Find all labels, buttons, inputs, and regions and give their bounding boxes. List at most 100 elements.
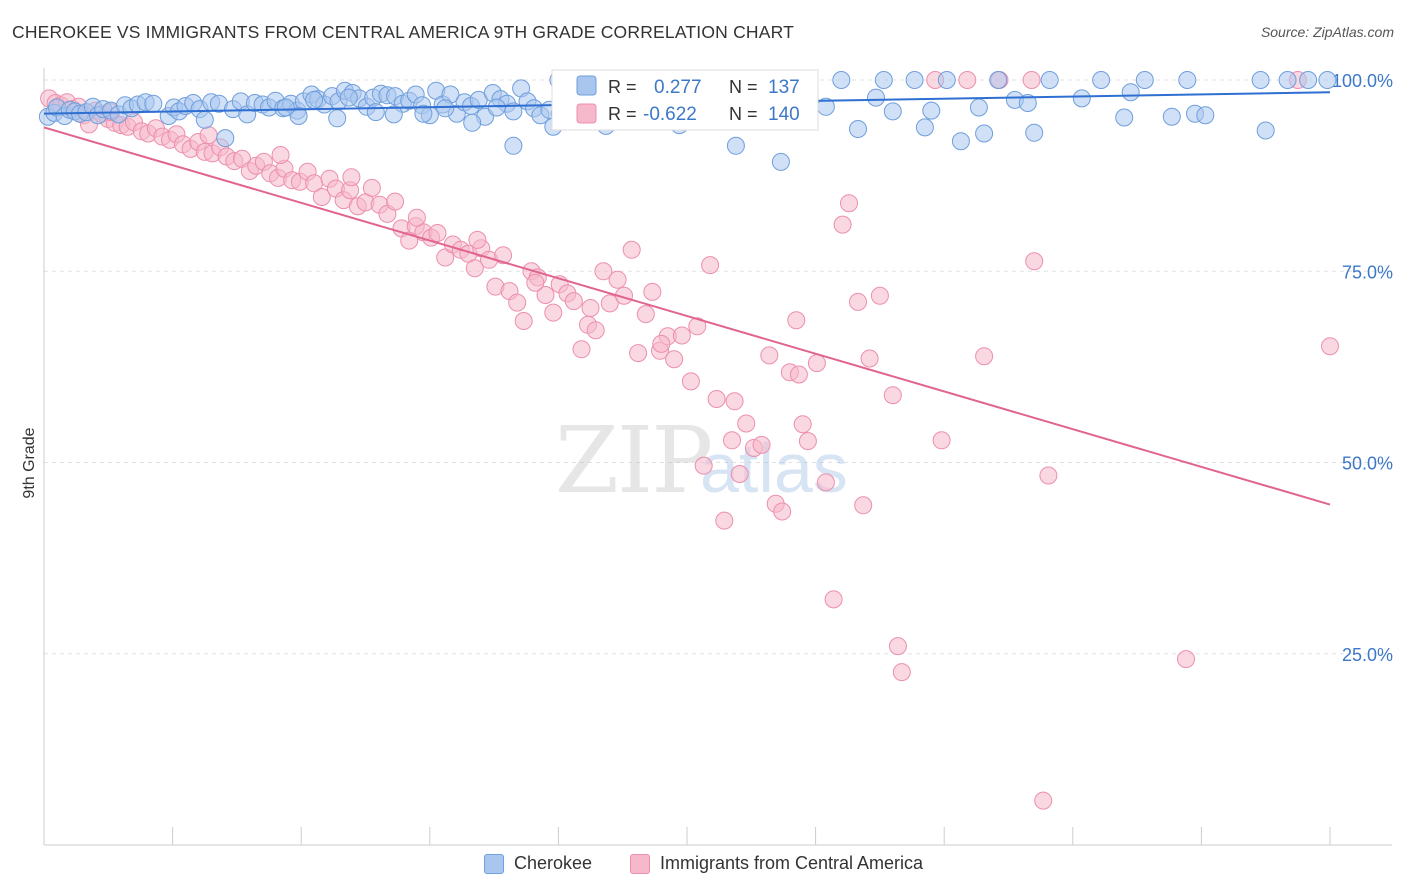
- watermark: ZIP atlas: [555, 407, 848, 514]
- immigrants-point: [870, 286, 889, 305]
- cherokee-point: [969, 98, 988, 117]
- immigrants-point: [824, 590, 843, 609]
- immigrants-point: [494, 246, 513, 265]
- y-tick-label: 50.0%: [1342, 454, 1393, 474]
- immigrants-point: [1039, 466, 1058, 485]
- axes: 0.0%100.0%: [43, 68, 1392, 846]
- cherokee-point: [1092, 71, 1111, 89]
- immigrants-point: [362, 178, 381, 197]
- cherokee-point: [1178, 71, 1197, 89]
- cherokee-point: [1196, 106, 1215, 125]
- cherokee-point: [1251, 71, 1270, 89]
- legend-label-cherokee: Cherokee: [514, 853, 593, 873]
- immigrants-point: [271, 146, 290, 164]
- cherokee-point: [305, 90, 324, 109]
- immigrants-point: [428, 224, 447, 242]
- cherokee-point: [771, 152, 790, 171]
- immigrants-point: [958, 71, 977, 89]
- immigrants-point: [849, 292, 867, 311]
- cherokee-point: [905, 71, 924, 89]
- cherokee-point: [276, 98, 295, 117]
- legend-swatch-cherokee: [484, 853, 504, 874]
- y-tick-label: 75.0%: [1342, 262, 1393, 282]
- cherokee-point: [463, 113, 482, 132]
- immigrants-point: [622, 240, 641, 259]
- immigrants-point: [386, 192, 405, 211]
- cherokee-point: [384, 105, 403, 124]
- immigrants-point: [636, 305, 655, 324]
- cherokee-point: [1121, 83, 1140, 102]
- immigrants-point: [816, 473, 835, 492]
- cherokee-point: [216, 129, 235, 148]
- immigrants-point: [594, 262, 613, 281]
- y-tick-label: 25.0%: [1342, 645, 1393, 665]
- immigrants-point: [652, 334, 671, 353]
- cherokee-point: [289, 107, 308, 125]
- immigrants-point: [798, 432, 817, 451]
- legend-item-cherokee: Cherokee: [484, 853, 592, 874]
- immigrants-point: [572, 340, 591, 359]
- immigrants-point: [789, 365, 808, 384]
- cherokee-point: [1072, 89, 1091, 108]
- cherokee-point: [975, 124, 994, 143]
- legend: Cherokee Immigrants from Central America: [0, 850, 1406, 880]
- immigrants-point: [600, 294, 619, 313]
- cherokee-point: [1256, 121, 1275, 140]
- immigrants-point: [807, 354, 826, 373]
- stats-r-value-1: 0.277: [654, 77, 702, 98]
- cherokee-point: [832, 71, 851, 89]
- immigrants-point: [760, 346, 779, 365]
- immigrants-point: [975, 347, 994, 366]
- cherokee-point: [436, 99, 455, 118]
- stats-r-label-1: R =: [608, 77, 637, 97]
- cherokee-point: [1025, 123, 1044, 142]
- immigrants-point: [1022, 71, 1041, 89]
- cherokee-point: [1299, 71, 1318, 89]
- immigrants-point: [1321, 337, 1339, 356]
- immigrants-point: [643, 282, 662, 301]
- cherokee-point: [1040, 71, 1059, 89]
- stats-r-label-2: R =: [608, 104, 637, 124]
- cherokee-point: [1115, 108, 1134, 127]
- stats-box: R = 0.277 N = 137 R = -0.622 N = 140: [551, 69, 819, 131]
- cherokee-point: [487, 98, 506, 117]
- immigrants-point: [672, 326, 691, 345]
- immigrants-point: [701, 256, 720, 275]
- cherokee-point: [951, 132, 970, 151]
- cherokee-point: [989, 71, 1008, 89]
- immigrants-point: [707, 390, 726, 408]
- cherokee-point: [504, 136, 523, 155]
- cherokee-point: [922, 101, 941, 120]
- immigrants-point: [514, 312, 533, 330]
- immigrants-point: [536, 286, 555, 304]
- cherokee-point: [1162, 107, 1181, 126]
- immigrants-point: [468, 230, 487, 249]
- cherokee-point: [937, 71, 956, 89]
- immigrants-point: [564, 292, 583, 311]
- cherokee-point: [867, 88, 885, 107]
- immigrants-point: [773, 502, 792, 521]
- immigrants-point: [715, 511, 734, 530]
- y-axis-label: 9th Grade: [21, 427, 38, 498]
- cherokee-point: [328, 109, 347, 128]
- immigrants-point: [932, 431, 951, 450]
- legend-swatch-immigrants: [630, 853, 650, 874]
- immigrants-point: [730, 465, 749, 483]
- immigrants-point: [840, 194, 858, 213]
- legend-label-immigrants: Immigrants from Central America: [660, 853, 924, 873]
- grid-lines: 25.0% 50.0% 75.0% 100.0%: [44, 71, 1393, 665]
- immigrants-point: [508, 293, 527, 312]
- stats-n-label-1: N =: [729, 77, 758, 97]
- cherokee-point: [874, 71, 893, 89]
- stats-n-value-2: 140: [768, 104, 800, 125]
- immigrants-point: [544, 303, 563, 322]
- stats-swatch-immigrants: [576, 103, 597, 124]
- immigrants-point: [629, 344, 648, 363]
- immigrants-point: [1177, 650, 1195, 669]
- trend-line: [43, 126, 1331, 506]
- stats-n-label-2: N =: [729, 104, 758, 124]
- cherokee-point: [504, 102, 523, 121]
- y-tick-label: 100.0%: [1332, 71, 1393, 91]
- cherokee-point: [195, 110, 214, 129]
- immigrants-point: [752, 435, 771, 454]
